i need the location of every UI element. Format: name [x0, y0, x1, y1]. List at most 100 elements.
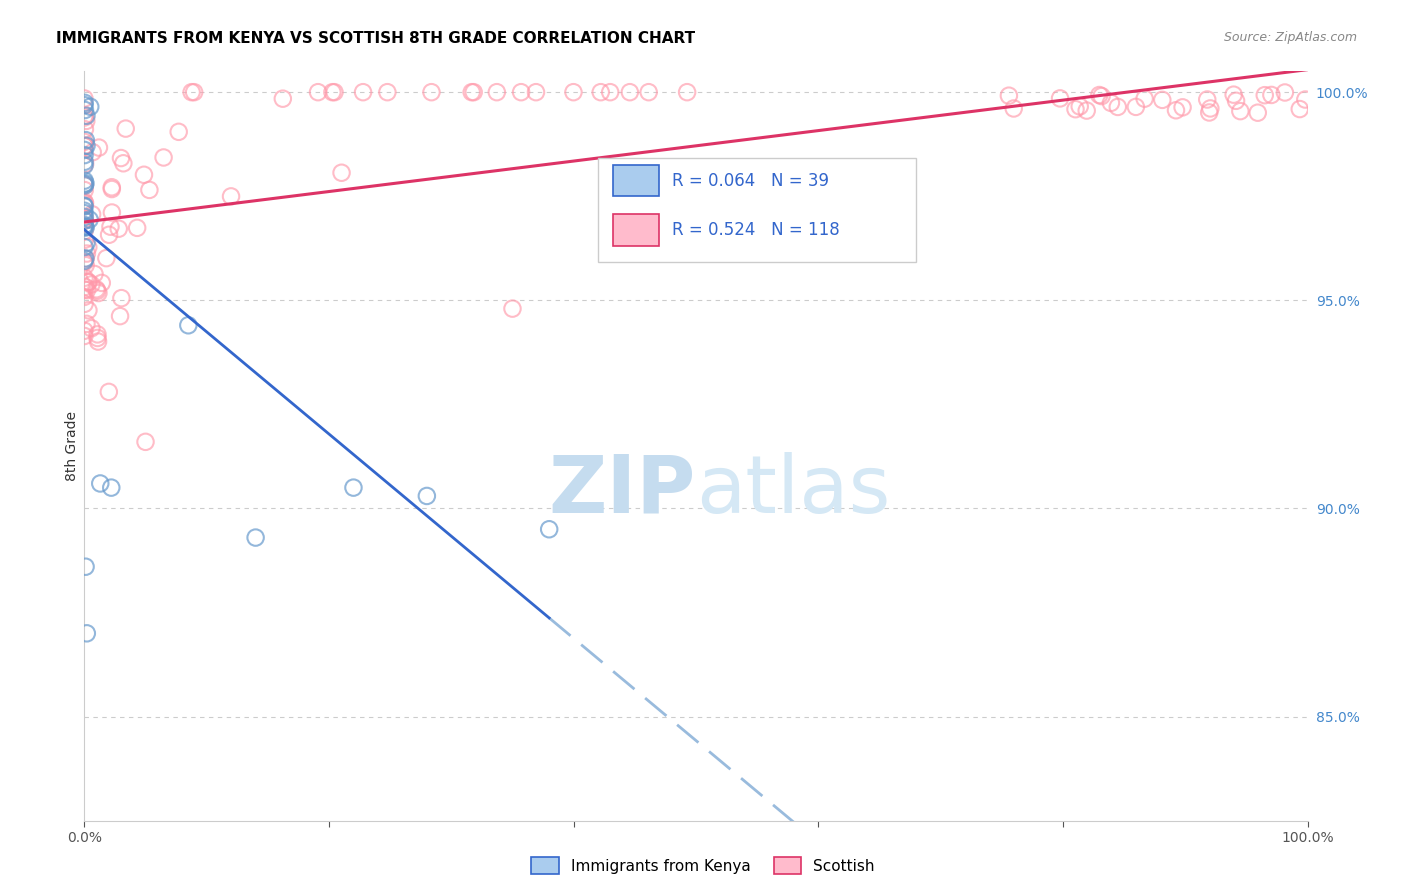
Point	[73, 233, 96, 247]
Point	[82, 145, 104, 160]
Point	[101, 205, 124, 219]
Point	[108, 309, 131, 323]
Point	[307, 85, 329, 99]
Point	[589, 85, 612, 99]
Point	[86, 327, 108, 342]
Point	[1049, 91, 1071, 105]
Point	[89, 476, 111, 491]
Point	[420, 85, 443, 99]
Point	[87, 140, 110, 154]
Point	[510, 85, 533, 99]
Point	[1229, 104, 1251, 119]
Point	[73, 199, 96, 213]
Point	[98, 227, 121, 242]
Point	[86, 282, 108, 296]
Point	[114, 121, 136, 136]
Point	[73, 194, 96, 209]
Point	[463, 85, 485, 99]
Point	[77, 275, 100, 289]
Point	[73, 178, 96, 193]
Point	[619, 85, 641, 99]
Text: Source: ZipAtlas.com: Source: ZipAtlas.com	[1223, 31, 1357, 45]
Point	[73, 199, 96, 213]
FancyBboxPatch shape	[613, 214, 659, 246]
Point	[73, 220, 96, 235]
FancyBboxPatch shape	[613, 165, 659, 196]
Point	[676, 85, 699, 99]
Point	[1274, 86, 1296, 100]
Point	[100, 180, 122, 194]
Point	[502, 301, 524, 316]
Point	[73, 91, 96, 105]
Point	[342, 481, 364, 495]
Point	[73, 197, 96, 211]
Point	[167, 125, 190, 139]
Point	[73, 98, 96, 112]
Point	[73, 253, 96, 268]
Point	[75, 157, 97, 171]
Point	[637, 85, 659, 99]
Point	[1247, 105, 1270, 120]
Y-axis label: 8th Grade: 8th Grade	[65, 411, 79, 481]
Point	[76, 317, 98, 331]
Text: ZIP: ZIP	[548, 452, 696, 530]
Point	[1152, 93, 1174, 107]
Point	[1076, 103, 1098, 118]
Point	[998, 88, 1021, 103]
Point	[1069, 99, 1091, 113]
Point	[73, 220, 96, 235]
Point	[73, 178, 96, 193]
Point	[73, 139, 96, 153]
Point	[73, 324, 96, 338]
Point	[75, 109, 97, 123]
Point	[1164, 103, 1187, 118]
Point	[73, 213, 96, 227]
Point	[1088, 88, 1111, 103]
Point	[77, 303, 100, 318]
Point	[219, 189, 242, 203]
Point	[75, 176, 97, 190]
Point	[1091, 89, 1114, 103]
Point	[1197, 93, 1219, 107]
Point	[1002, 102, 1025, 116]
Point	[79, 100, 101, 114]
Text: R = 0.524   N = 118: R = 0.524 N = 118	[672, 221, 839, 239]
Point	[77, 275, 100, 289]
Point	[1107, 100, 1129, 114]
Point	[73, 135, 96, 149]
Point	[271, 92, 294, 106]
Point	[73, 143, 96, 157]
Point	[377, 85, 399, 99]
Point	[73, 283, 96, 297]
Point	[75, 133, 97, 147]
Point	[1199, 102, 1222, 116]
Point	[73, 183, 96, 197]
Point	[79, 212, 101, 227]
Point	[132, 168, 155, 182]
Point	[73, 255, 96, 269]
Point	[152, 151, 174, 165]
Point	[1198, 105, 1220, 120]
Point	[75, 252, 97, 266]
Point	[80, 321, 103, 335]
Text: R = 0.064   N = 39: R = 0.064 N = 39	[672, 172, 828, 190]
Point	[73, 122, 96, 136]
Point	[100, 219, 122, 234]
Point	[87, 286, 110, 301]
Point	[73, 95, 96, 110]
Point	[1064, 102, 1087, 116]
Point	[1099, 95, 1122, 110]
Point	[90, 276, 112, 290]
Point	[180, 85, 202, 99]
Point	[352, 85, 374, 99]
Point	[1294, 93, 1316, 107]
Point	[599, 85, 621, 99]
Text: atlas: atlas	[696, 452, 890, 530]
Point	[73, 297, 96, 311]
Point	[75, 258, 97, 272]
Text: IMMIGRANTS FROM KENYA VS SCOTTISH 8TH GRADE CORRELATION CHART: IMMIGRANTS FROM KENYA VS SCOTTISH 8TH GR…	[56, 31, 696, 46]
Point	[73, 154, 96, 169]
Point	[538, 522, 561, 536]
Point	[135, 434, 157, 449]
Point	[1222, 87, 1244, 102]
